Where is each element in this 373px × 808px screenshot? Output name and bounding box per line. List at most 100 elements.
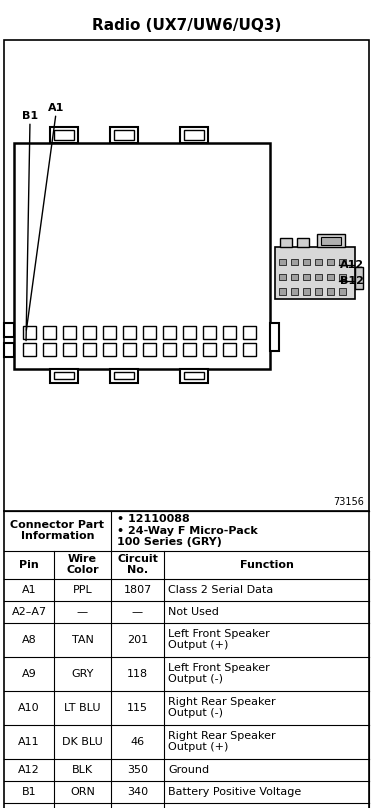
Text: —: — bbox=[77, 607, 88, 617]
Text: A1: A1 bbox=[48, 103, 65, 113]
Text: Left Front Speaker
Output (+): Left Front Speaker Output (+) bbox=[168, 629, 270, 650]
Bar bbox=[315, 288, 322, 295]
Bar bbox=[297, 238, 309, 246]
Bar bbox=[4, 40, 369, 511]
Text: Left Front Speaker
Output (-): Left Front Speaker Output (-) bbox=[168, 663, 270, 684]
Text: Class 2 Serial Data: Class 2 Serial Data bbox=[168, 585, 273, 595]
Bar bbox=[23, 343, 36, 356]
Bar bbox=[180, 369, 208, 384]
Bar bbox=[184, 130, 204, 141]
Bar bbox=[180, 128, 208, 144]
Text: Wire
Color: Wire Color bbox=[66, 553, 99, 575]
Bar bbox=[203, 326, 216, 339]
Bar bbox=[279, 274, 286, 280]
Bar bbox=[14, 144, 270, 369]
Bar bbox=[243, 343, 256, 356]
Bar bbox=[339, 274, 346, 280]
Bar bbox=[279, 288, 286, 295]
Text: Ground: Ground bbox=[168, 764, 209, 775]
Bar bbox=[315, 274, 322, 280]
Text: A12: A12 bbox=[340, 260, 364, 270]
Bar bbox=[50, 128, 78, 144]
Bar bbox=[43, 343, 56, 356]
Bar bbox=[183, 343, 196, 356]
Text: 340: 340 bbox=[127, 787, 148, 797]
Bar bbox=[355, 267, 363, 288]
Bar bbox=[291, 274, 298, 280]
Bar bbox=[23, 326, 36, 339]
Bar bbox=[303, 288, 310, 295]
Bar bbox=[123, 326, 136, 339]
Text: 350: 350 bbox=[127, 764, 148, 775]
Text: A2–A7: A2–A7 bbox=[12, 607, 47, 617]
Text: B1: B1 bbox=[22, 787, 36, 797]
Bar bbox=[114, 372, 134, 380]
Text: A12: A12 bbox=[18, 764, 40, 775]
Text: Circuit
No.: Circuit No. bbox=[117, 553, 158, 575]
Text: ORN: ORN bbox=[70, 787, 95, 797]
Text: Right Rear Speaker
Output (+): Right Rear Speaker Output (+) bbox=[168, 731, 276, 752]
Text: BLK: BLK bbox=[72, 764, 93, 775]
Text: 1807: 1807 bbox=[123, 585, 152, 595]
Bar bbox=[275, 246, 355, 299]
Text: TAN: TAN bbox=[72, 634, 94, 645]
Bar bbox=[4, 343, 14, 357]
Text: 201: 201 bbox=[127, 634, 148, 645]
Text: Not Used: Not Used bbox=[168, 607, 219, 617]
Bar bbox=[43, 326, 56, 339]
Bar bbox=[110, 128, 138, 144]
Bar bbox=[63, 326, 76, 339]
Text: Right Rear Speaker
Output (-): Right Rear Speaker Output (-) bbox=[168, 696, 276, 718]
Bar bbox=[279, 259, 286, 266]
Bar bbox=[291, 288, 298, 295]
Bar bbox=[184, 372, 204, 380]
Text: A1: A1 bbox=[22, 585, 36, 595]
Text: GRY: GRY bbox=[71, 669, 94, 679]
Text: A10: A10 bbox=[18, 703, 40, 713]
Text: • 12110088: • 12110088 bbox=[117, 514, 190, 524]
Text: 46: 46 bbox=[131, 737, 145, 747]
Bar bbox=[303, 274, 310, 280]
Bar bbox=[114, 130, 134, 141]
Bar bbox=[110, 369, 138, 384]
Bar bbox=[163, 343, 176, 356]
Text: 115: 115 bbox=[127, 703, 148, 713]
Bar bbox=[327, 259, 333, 266]
Text: A8: A8 bbox=[22, 634, 37, 645]
Text: A11: A11 bbox=[18, 737, 40, 747]
Bar bbox=[315, 259, 322, 266]
Text: Pin: Pin bbox=[19, 560, 39, 570]
Bar bbox=[183, 326, 196, 339]
Bar bbox=[123, 343, 136, 356]
Bar bbox=[83, 343, 96, 356]
Bar bbox=[303, 259, 310, 266]
Text: DK BLU: DK BLU bbox=[62, 737, 103, 747]
Text: LT BLU: LT BLU bbox=[64, 703, 101, 713]
Bar bbox=[280, 238, 292, 246]
Text: Connector Part
Information: Connector Part Information bbox=[10, 520, 104, 541]
Text: A9: A9 bbox=[22, 669, 37, 679]
Bar bbox=[4, 511, 369, 808]
Bar bbox=[291, 259, 298, 266]
Bar bbox=[63, 343, 76, 356]
Bar bbox=[50, 369, 78, 384]
Text: Radio (UX7/UW6/UQ3): Radio (UX7/UW6/UQ3) bbox=[92, 19, 281, 33]
Bar bbox=[327, 274, 333, 280]
Bar bbox=[339, 259, 346, 266]
Bar bbox=[103, 343, 116, 356]
Bar bbox=[223, 326, 236, 339]
Bar bbox=[203, 343, 216, 356]
Bar bbox=[317, 234, 345, 246]
Bar bbox=[143, 326, 156, 339]
Bar bbox=[321, 237, 341, 245]
Bar bbox=[4, 323, 14, 338]
Bar bbox=[327, 288, 333, 295]
Text: PPL: PPL bbox=[73, 585, 93, 595]
Bar bbox=[54, 372, 74, 380]
Text: • 24-Way F Micro-Pack
100 Series (GRY): • 24-Way F Micro-Pack 100 Series (GRY) bbox=[117, 526, 258, 548]
Text: Function: Function bbox=[239, 560, 294, 570]
Text: 118: 118 bbox=[127, 669, 148, 679]
Bar bbox=[339, 288, 346, 295]
Text: Battery Positive Voltage: Battery Positive Voltage bbox=[168, 787, 301, 797]
Bar bbox=[163, 326, 176, 339]
